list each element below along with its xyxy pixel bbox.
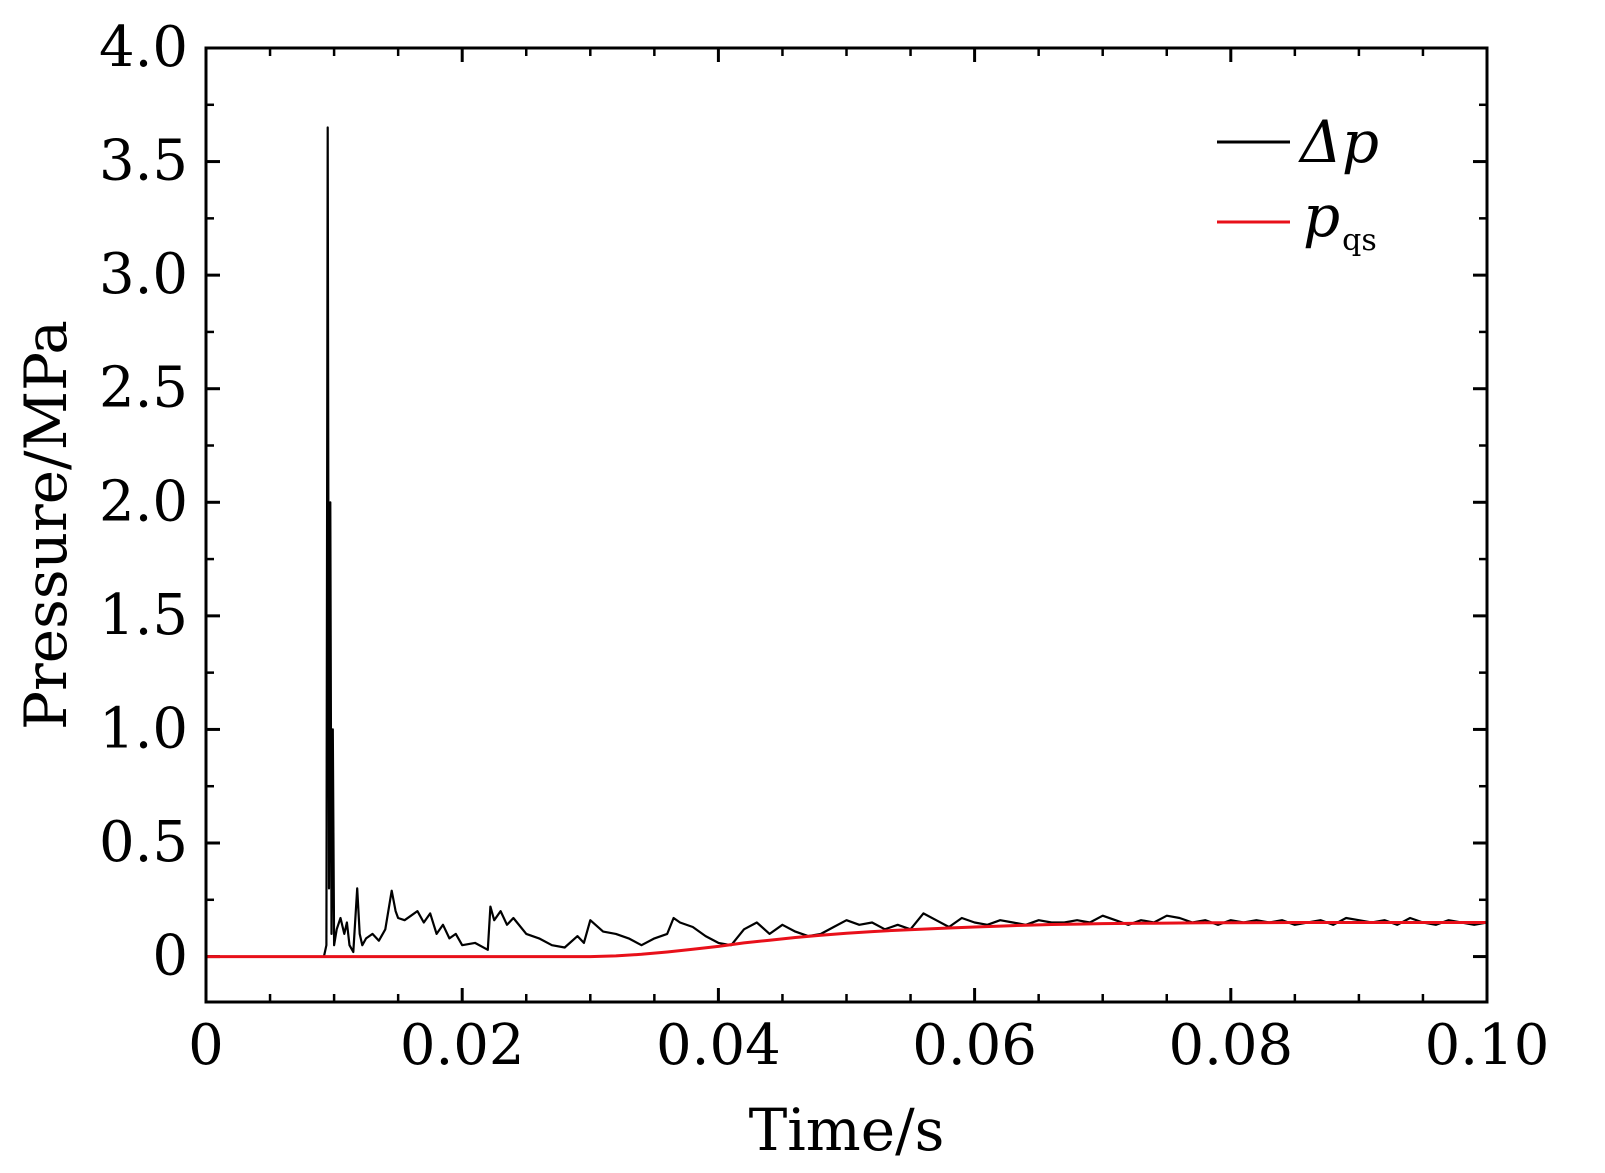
y-tick-label: 3.5 [99,129,188,194]
y-tick-label: 1.0 [99,696,188,761]
y-tick-label: 4.0 [99,15,188,80]
y-axis-ticks [206,46,1487,959]
legend-label-p-qs-sub: qs [1342,223,1377,258]
series-line-p-qs [206,921,1487,959]
y-tick-label: 2.0 [99,469,188,534]
series-layer [206,126,1488,959]
y-tick-label: 2.5 [99,356,188,421]
y-axis-label: Pressure/MPa [12,320,80,730]
y-tick-label: 3.0 [99,242,188,307]
x-axis-tick-labels: 0 0.02 0.04 0.06 0.08 0.10 [188,1013,1549,1078]
x-tick-label: 0.10 [1425,1013,1550,1078]
x-tick-label: 0.04 [656,1013,781,1078]
y-tick-label: 0 [152,924,188,989]
series-line-delta-p [206,126,1488,958]
x-axis-label: Time/s [749,1096,945,1164]
legend-label-p-qs-main: p [1303,182,1340,250]
x-tick-label: 0.02 [400,1013,525,1078]
y-tick-label: 0.5 [99,810,188,875]
legend: Δp pqs [1217,108,1379,258]
x-axis-ticks [204,48,1489,1002]
x-tick-label: 0.06 [912,1013,1037,1078]
plot-frame [204,46,1489,1004]
x-tick-label: 0.08 [1168,1013,1293,1078]
legend-label-p-qs: pqs [1303,182,1377,258]
x-tick-label: 0 [188,1013,224,1078]
y-axis-tick-labels: 0 0.5 1.0 1.5 2.0 2.5 3.0 3.5 4.0 [99,15,188,989]
legend-label-delta-p: Δp [1298,108,1379,176]
y-tick-label: 1.5 [99,583,188,648]
